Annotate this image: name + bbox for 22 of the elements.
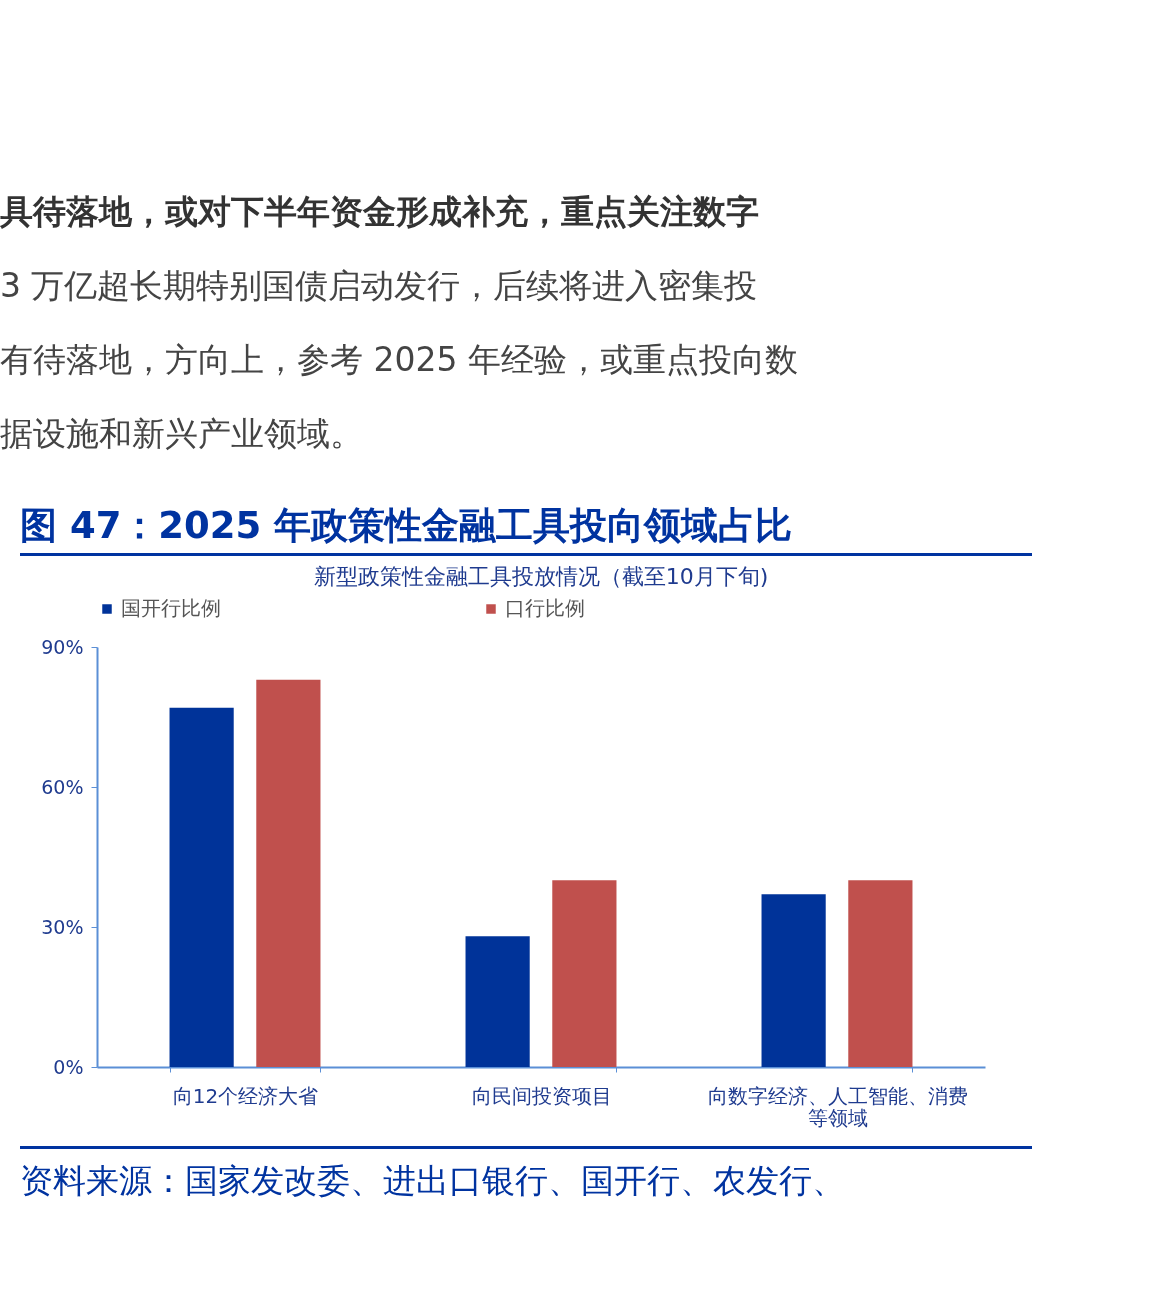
text: 资料来源：国家发改委、进出口银行、国开行、农发行、 — [20, 1146, 1032, 1204]
y-tick-label: 30% — [41, 915, 84, 938]
bar — [552, 880, 617, 1067]
legend-label: 国开行比例 — [121, 596, 221, 620]
text: 有待落地，方向上，参考 2025 年经验，或重点投向数 — [0, 339, 799, 381]
text: 具待落地，或对下半年资金形成补充，重点关注数字 — [0, 191, 760, 233]
bar — [256, 679, 321, 1067]
chart-subtitle: 新型政策性金融工具投放情况（截至10月下旬) — [313, 564, 769, 589]
x-tick-label: 向12个经济大省 — [172, 1083, 319, 1108]
text: 3 万亿超长期特别国债启动发行，后续将进入密集投 — [0, 265, 759, 307]
y-tick-label: 0% — [53, 1055, 84, 1078]
chart-title: 图 47：2025 年政策性金融工具投向领域占比 — [20, 501, 1032, 556]
x-tick-label: 向数字经济、人工智能、消费等领域 — [707, 1083, 968, 1130]
text: 据设施和新兴产业领域。 — [0, 413, 364, 455]
legend-label: 口行比例 — [505, 596, 585, 620]
bar — [169, 707, 234, 1067]
bar — [848, 880, 913, 1067]
y-tick-label: 90% — [41, 635, 84, 658]
y-tick-label: 60% — [41, 775, 84, 798]
bar — [761, 894, 826, 1067]
x-tick-label: 向民间投资项目 — [471, 1083, 612, 1108]
bar — [465, 936, 530, 1067]
